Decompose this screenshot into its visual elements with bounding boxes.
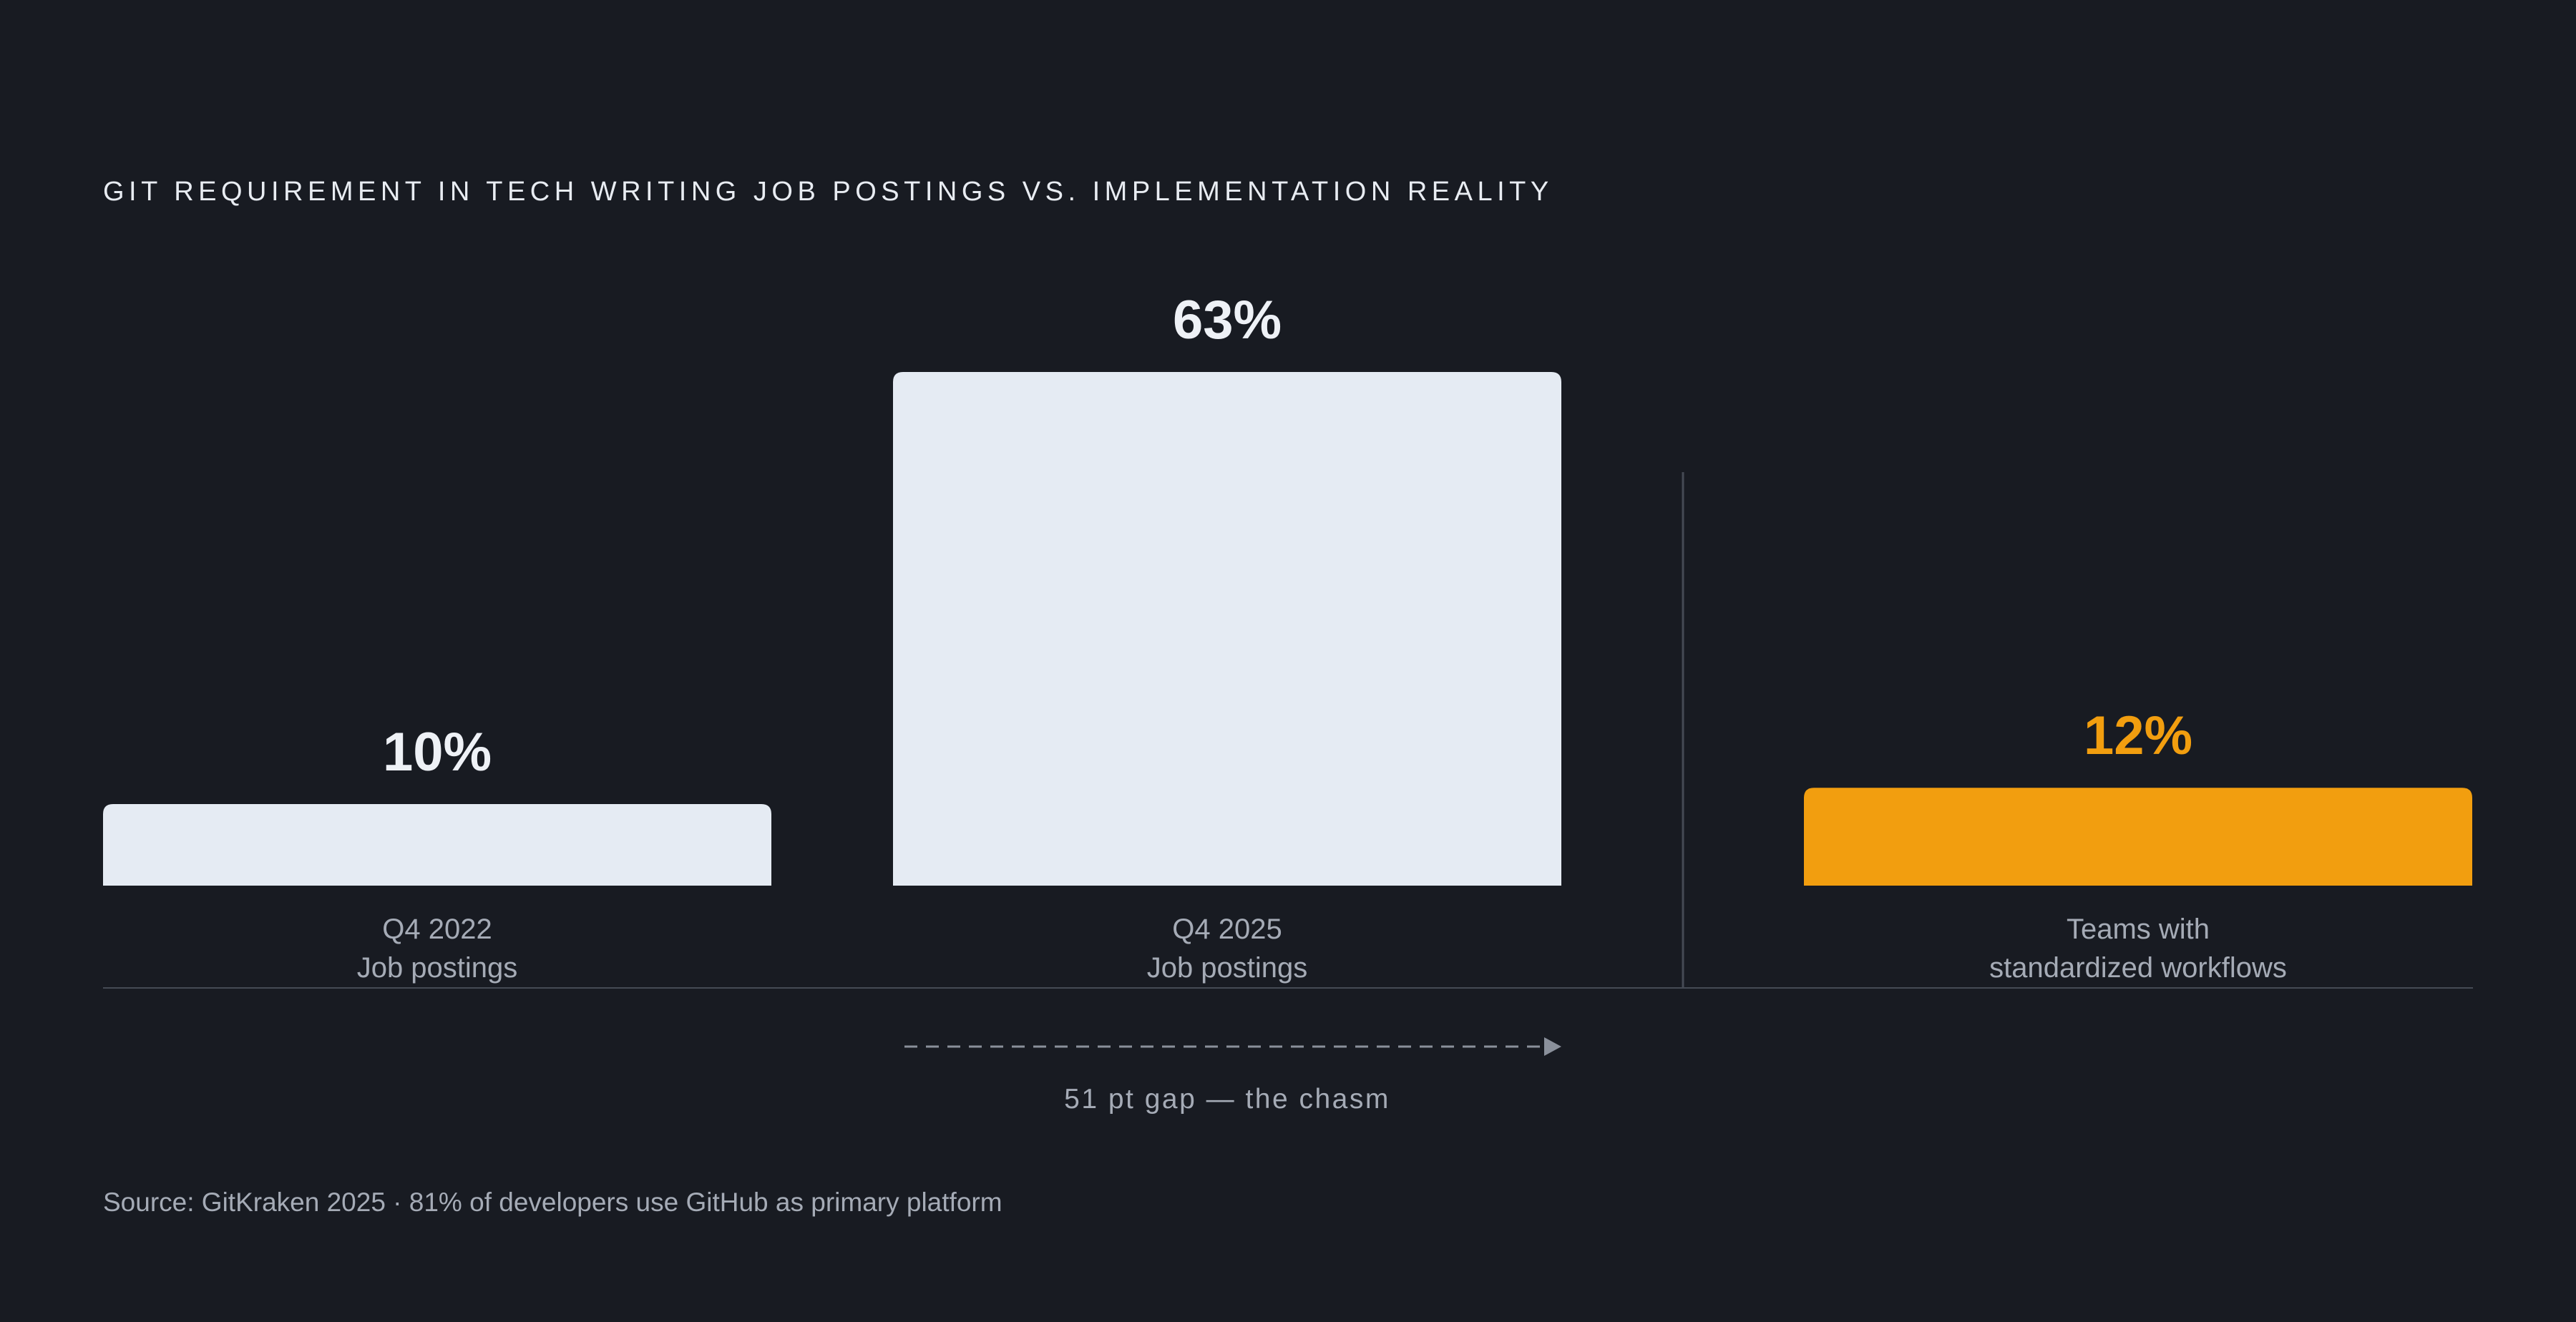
category-label-2-line-2: Job postings — [1147, 952, 1308, 984]
bar-2 — [893, 372, 1561, 886]
bars-layer: 10% Q4 2022 Job postings 63% Q4 2025 Job post… — [103, 290, 2472, 984]
value-label-1: 10% — [383, 722, 492, 783]
bar-3 — [1804, 788, 2472, 886]
gap-arrow-head-icon — [1544, 1037, 1561, 1056]
value-label-3: 12% — [2084, 705, 2192, 766]
value-label-2: 63% — [1173, 290, 1282, 351]
chart-title: GIT REQUIREMENT IN TECH WRITING JOB POST… — [103, 177, 1553, 207]
category-label-1-line-1: Q4 2022 — [382, 914, 492, 945]
bar-1 — [103, 804, 771, 886]
category-label-3-line-1: Teams with — [2067, 914, 2210, 945]
gap-label: 51 pt gap — the chasm — [1064, 1084, 1390, 1115]
gap-annotation: 51 pt gap — the chasm — [904, 1037, 1561, 1115]
source-note: Source: GitKraken 2025 · 81% of develope… — [103, 1188, 1002, 1217]
category-label-2-line-1: Q4 2025 — [1172, 914, 1282, 945]
category-label-1-line-2: Job postings — [357, 952, 518, 984]
category-label-3-line-2: standardized workflows — [1989, 952, 2287, 984]
